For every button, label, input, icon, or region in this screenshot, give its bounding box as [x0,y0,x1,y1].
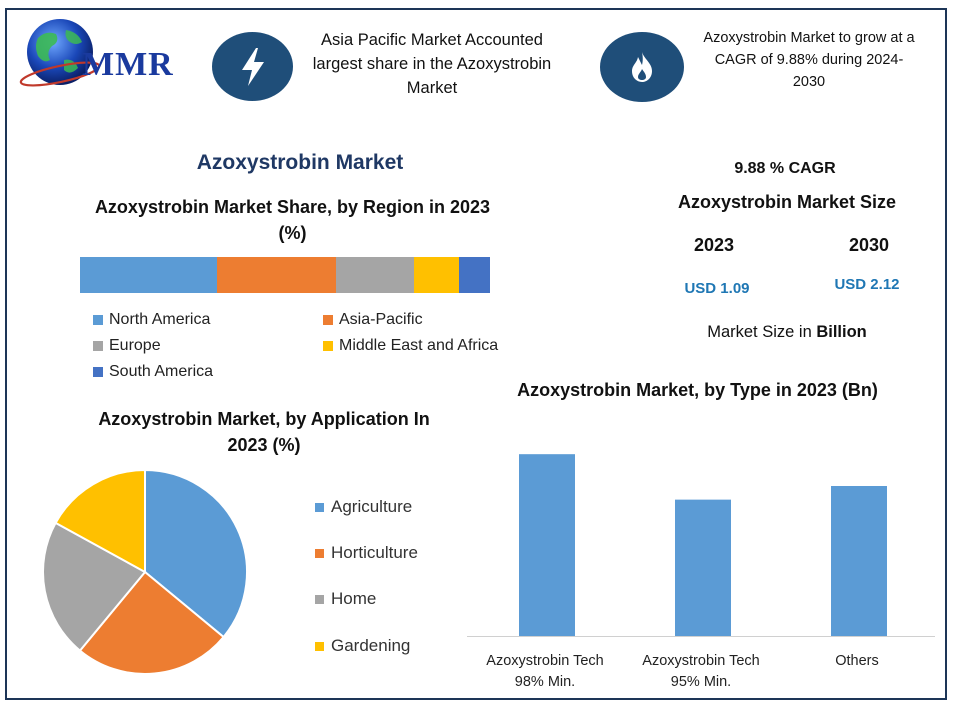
type-tick-label-0-line-1: Azoxystrobin Tech [486,653,604,669]
type-tick-label-2: Others [782,651,932,672]
region-bar-segment-north-america [80,257,218,293]
legend-europe: Europe [93,337,161,355]
legend-label-south-america: South America [109,363,214,380]
legend-swatch-home [315,594,324,604]
type-tick-label-1: Azoxystrobin Tech 95% Min. [626,651,776,693]
region-bar-segment-middle-east-and-africa [414,257,460,293]
cagr-label: 9.88 % CAGR [734,160,836,177]
market-size-title: Azoxystrobin Market Size [677,192,897,212]
legend-swatch-asia-pacific [323,315,333,325]
legend-swatch-horticulture [315,548,324,558]
legend-asia-pacific: Asia-Pacific [323,311,423,329]
type-bar-1 [675,499,731,636]
legend-label-middle-east-africa: Middle East and Africa [339,337,499,354]
legend-swatch-gardening [315,641,324,651]
legend-south-america: South America [93,363,213,381]
logo-text: MMR [82,46,174,83]
application-chart-title: Azoxystrobin Market, by Application In 2… [98,409,430,455]
main-title: Azoxystrobin Market [196,151,404,174]
flame-icon [600,32,684,102]
region-bar-segment-europe [336,257,415,293]
region-bar-segment-asia-pacific [217,257,337,293]
legend-swatch-south-america [93,367,103,377]
legend-gardening: Gardening [315,636,410,656]
legend-swatch-north-america [93,315,103,325]
pie-slice-home [42,521,147,653]
pie-slice-gardening [54,468,146,574]
market-size-note: Market Size in Billion [680,323,894,342]
legend-agriculture: Agriculture [315,497,412,517]
legend-swatch-agriculture [315,502,324,512]
region-chart-title: Azoxystrobin Market Share, by Region in … [94,197,491,243]
region-bar-segment-south-america [459,257,490,293]
type-tick-label-1-line-1: Azoxystrobin Tech [642,653,760,669]
legend-home: Home [315,589,376,609]
pie-slice-horticulture [78,570,226,675]
legend-swatch-europe [93,341,103,351]
type-tick-label-1-line-2: 95% Min. [670,674,732,690]
year-2023: 2023 [693,235,735,255]
value-2030: USD 2.12 [834,276,900,293]
legend-label-north-america: North America [109,311,211,328]
type-tick-label-0: Azoxystrobin Tech 98% Min. [470,651,620,693]
lightning-icon [212,32,293,101]
type-bar-2 [831,486,887,636]
value-2023: USD 1.09 [684,280,750,297]
type-tick-label-2-line-1: Others [835,653,879,669]
type-bar-chart [467,454,935,637]
market-size-note-prefix: Market Size in [707,323,817,341]
type-bar-0 [519,454,575,636]
legend-label-asia-pacific: Asia-Pacific [339,311,423,328]
logo: MMR [16,16,196,88]
legend-north-america: North America [93,311,210,329]
legend-label-gardening: Gardening [331,636,411,655]
legend-swatch-middle-east-africa [323,341,333,351]
legend-label-horticulture: Horticulture [331,543,418,562]
application-pie-chart [42,468,248,675]
legend-label-europe: Europe [109,337,161,354]
legend-label-agriculture: Agriculture [331,497,413,516]
year-2030: 2030 [848,235,890,255]
market-size-note-unit: Billion [816,323,867,341]
legend-middle-east-africa: Middle East and Africa [323,337,498,355]
banner-left-text: Asia Pacific Market Accounted largest sh… [312,31,552,97]
type-chart-title: Azoxystrobin Market, by Type in 2023 (Bn… [517,380,878,400]
banner-right-text: Azoxystrobin Market to grow at a CAGR of… [703,30,915,90]
legend-label-home: Home [331,589,377,608]
legend-horticulture: Horticulture [315,543,418,563]
type-tick-label-0-line-2: 98% Min. [514,674,576,690]
pie-slice-agriculture [144,468,248,639]
region-stacked-bar [80,257,490,293]
globe-icon [19,19,101,87]
